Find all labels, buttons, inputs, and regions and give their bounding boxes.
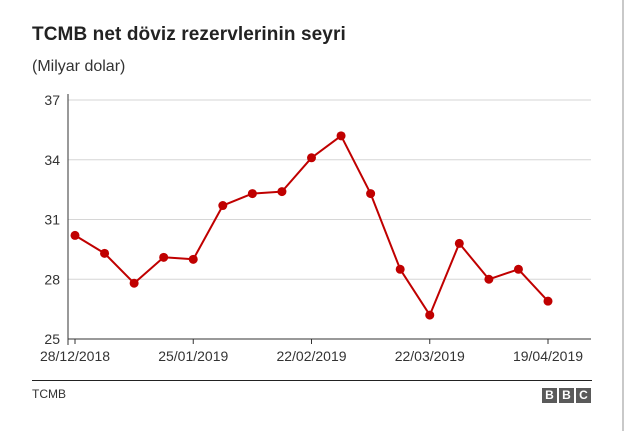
x-tick-label: 28/12/2018 [40, 348, 110, 364]
data-point [366, 189, 376, 199]
y-tick-label: 37 [44, 92, 60, 108]
data-point [247, 189, 257, 199]
data-point [70, 230, 80, 240]
data-point [513, 264, 523, 274]
logo-letter: C [576, 388, 591, 403]
data-point [100, 248, 110, 258]
data-point [336, 131, 346, 141]
y-axis-ticks: 37 34 31 28 25 [44, 92, 60, 347]
data-point [395, 264, 405, 274]
data-point [218, 201, 228, 211]
data-point [159, 252, 169, 262]
y-tick-label: 28 [44, 271, 60, 287]
grid-lines [67, 94, 591, 345]
footer-divider [32, 380, 592, 381]
data-point [425, 310, 435, 320]
x-tick-label: 22/03/2019 [395, 348, 465, 364]
data-point [277, 187, 287, 197]
x-tick-label: 25/01/2019 [158, 348, 228, 364]
x-tick-label: 19/04/2019 [513, 348, 583, 364]
source-label: TCMB [32, 387, 66, 401]
series-layer [70, 131, 553, 320]
bbc-logo: B B C [542, 388, 591, 403]
data-point [188, 254, 198, 264]
logo-letter: B [542, 388, 557, 403]
x-axis-ticks: 28/12/2018 25/01/2019 22/02/2019 22/03/2019… [40, 339, 583, 364]
data-point [129, 278, 139, 288]
data-point [543, 296, 553, 306]
data-point [454, 238, 464, 248]
y-tick-label: 25 [44, 331, 60, 347]
data-point [307, 153, 316, 163]
chart-subtitle: (Milyar dolar) [32, 58, 126, 75]
x-tick-label: 22/02/2019 [276, 348, 346, 364]
logo-letter: B [559, 388, 574, 403]
chart-title: TCMB net döviz rezervlerinin seyri [32, 24, 346, 45]
y-tick-label: 34 [44, 152, 60, 168]
data-point [484, 274, 494, 284]
y-tick-label: 31 [44, 212, 60, 228]
series-line [74, 134, 549, 317]
